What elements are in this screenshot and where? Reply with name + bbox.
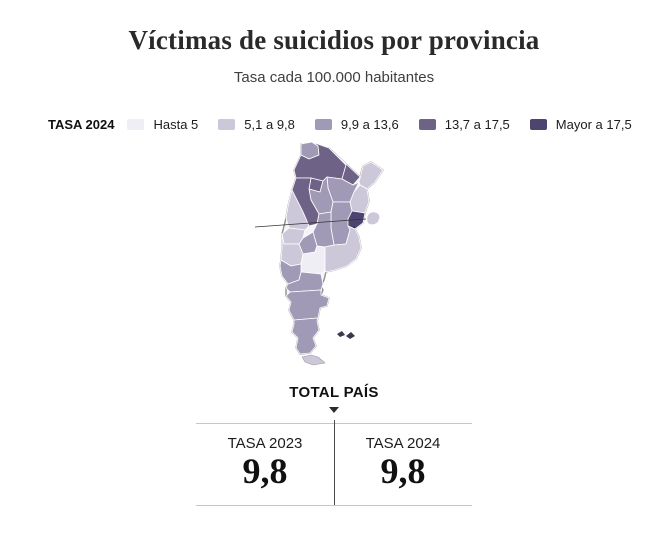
legend-item-bucket-1: Hasta 5 (127, 117, 198, 132)
islas-malvinas-east-icon (346, 332, 355, 339)
totals-box: TASA 2023 9,8 TASA 2024 9,8 (196, 420, 472, 506)
page-subtitle: Tasa cada 100.000 habitantes (233, 69, 435, 86)
legend-title: TASA 2024 (48, 116, 115, 132)
total-card-label: TASA 2023 (227, 435, 303, 452)
legend-swatch-icon (127, 118, 145, 130)
province-buenos-aires[interactable] (324, 225, 362, 273)
legend-item-bucket-5: Mayor a 17,5 (529, 116, 632, 132)
province-rio-negro[interactable] (285, 271, 324, 293)
caba-anchor-dot (353, 226, 355, 228)
legend-swatch-icon (314, 118, 332, 130)
legend-swatch-icon (218, 118, 236, 130)
legend-swatch-icon (418, 118, 436, 130)
province-misiones[interactable] (358, 161, 384, 190)
legend-label: 5,1 a 9,8 (244, 116, 295, 132)
province-tierra-del-fuego[interactable] (301, 354, 326, 366)
province-chubut[interactable] (285, 289, 330, 321)
infographic: Víctimas de suicidios por provincia Tasa… (0, 25, 668, 506)
total-country-heading: TOTAL PAÍS (289, 384, 379, 401)
caba-leader-line (255, 218, 367, 228)
legend-item-bucket-2: 5,1 a 9,8 (218, 117, 295, 132)
legend-label: 13,7 a 17,5 (444, 116, 510, 132)
argentina-choropleth-map (249, 140, 419, 375)
legend-swatch-icon (529, 118, 547, 130)
province-santa-cruz[interactable] (291, 317, 320, 355)
page-title: Víctimas de suicidios por provincia (128, 25, 540, 55)
legend-label: 9,9 a 13,6 (340, 116, 399, 132)
legend-label: Mayor a 17,5 (555, 116, 632, 132)
islas-malvinas-west-icon (337, 331, 345, 337)
legend-item-bucket-4: 13,7 a 17,5 (418, 116, 510, 132)
total-card-value: 9,8 (380, 451, 426, 491)
legend-item-bucket-3: 9,9 a 13,6 (314, 116, 399, 132)
total-card-2023: TASA 2023 9,8 (196, 424, 334, 505)
total-card-2024: TASA 2024 9,8 (334, 424, 472, 505)
total-card-value: 9,8 (242, 451, 288, 491)
pointer-down-icon (329, 407, 339, 413)
total-card-label: TASA 2024 (365, 435, 441, 452)
map-svg (255, 141, 384, 366)
legend: TASA 2024 Hasta 5 5,1 a 9,8 9,9 a 13,6 1… (0, 115, 668, 133)
legend-label: Hasta 5 (153, 116, 199, 132)
province-caba-inset[interactable] (366, 211, 381, 226)
totals-divider (334, 420, 335, 505)
